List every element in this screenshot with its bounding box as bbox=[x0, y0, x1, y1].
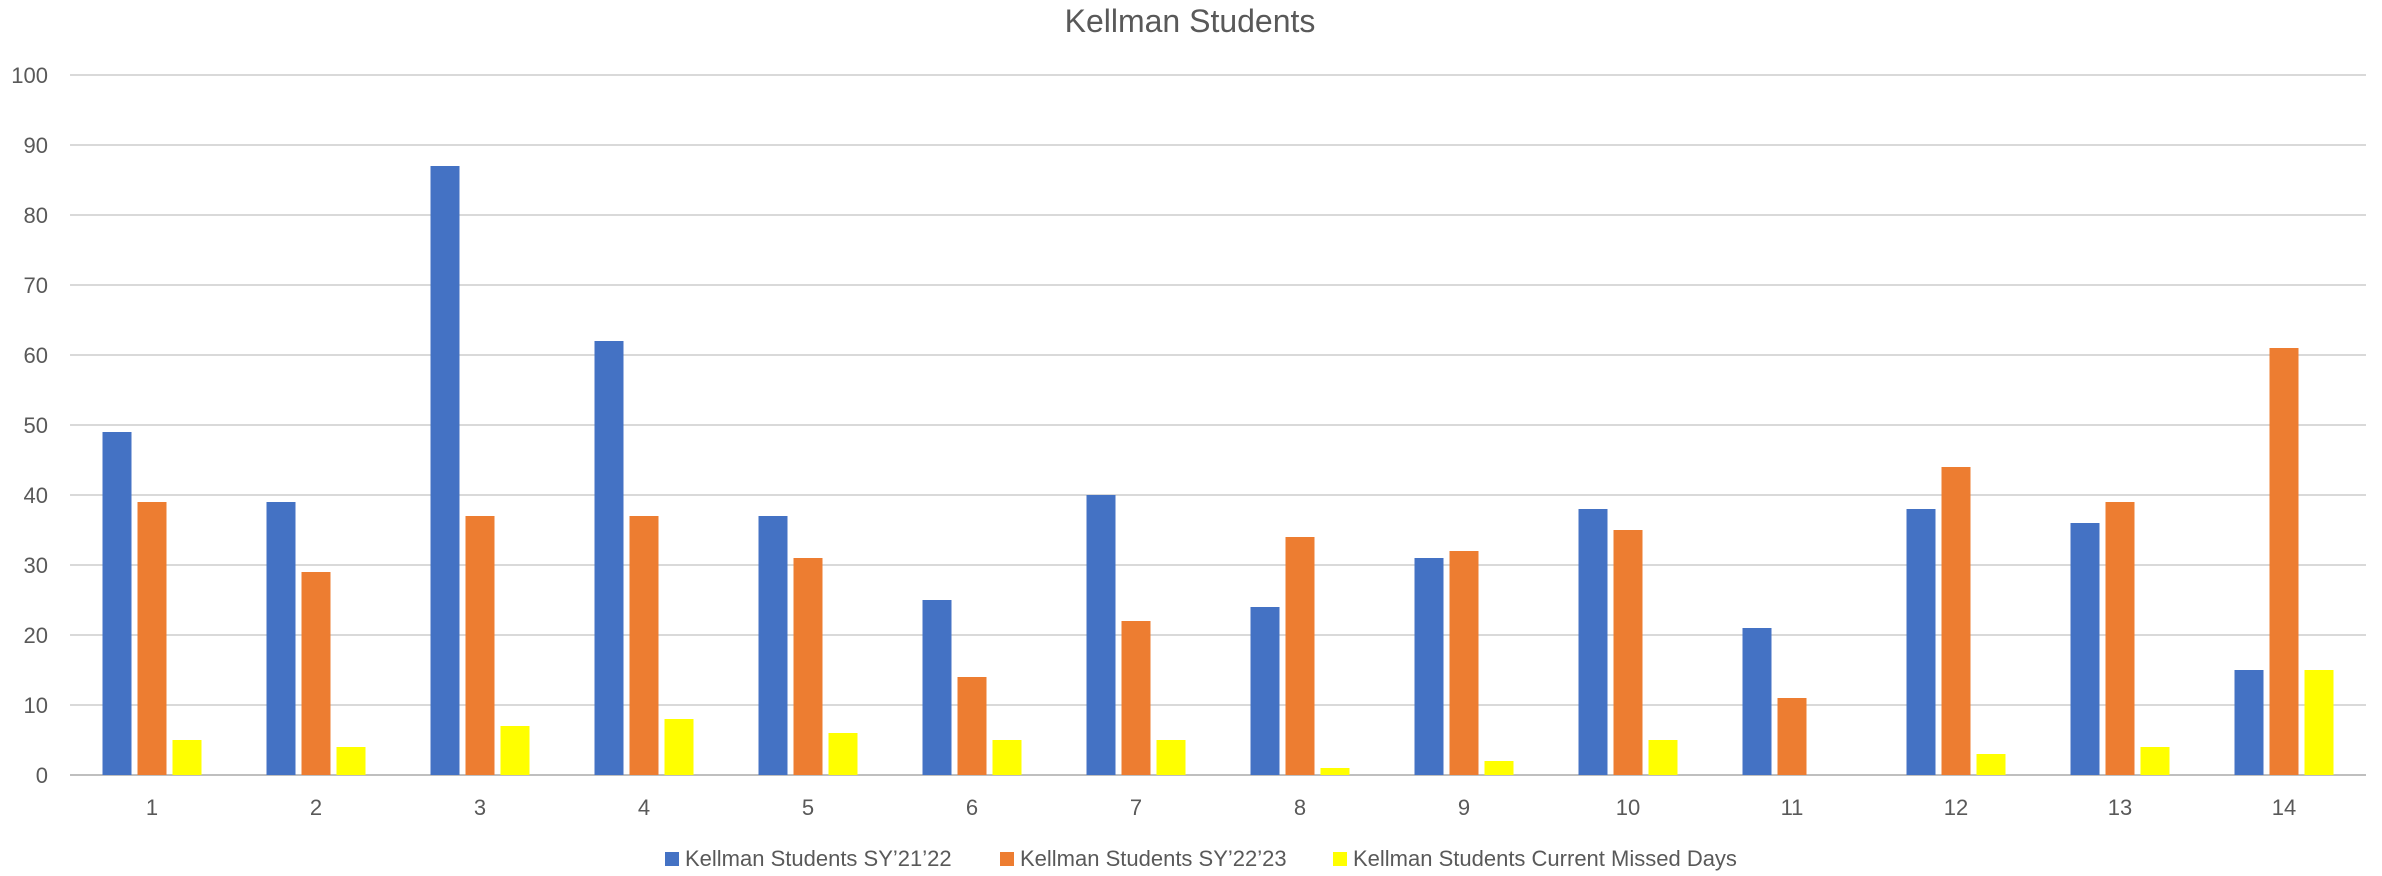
bar-series-3 bbox=[1320, 768, 1350, 775]
y-tick-label: 50 bbox=[24, 413, 48, 438]
y-tick-label: 0 bbox=[36, 763, 48, 788]
x-tick-label: 14 bbox=[2272, 795, 2296, 820]
gridlines bbox=[70, 74, 2366, 776]
legend-swatch bbox=[1000, 852, 1014, 866]
legend-swatch bbox=[665, 852, 679, 866]
bar-series-3 bbox=[2140, 747, 2170, 775]
bar-series-1 bbox=[594, 341, 624, 775]
bar-series-2 bbox=[301, 572, 331, 775]
x-tick-label: 10 bbox=[1616, 795, 1640, 820]
x-tick-label: 5 bbox=[802, 795, 814, 820]
y-tick-label: 20 bbox=[24, 623, 48, 648]
bar-series-3 bbox=[1484, 761, 1514, 775]
bar-series-3 bbox=[664, 719, 694, 775]
bar-series-2 bbox=[2269, 348, 2299, 775]
bar-series-1 bbox=[922, 600, 952, 775]
legend: Kellman Students SY’21’22 Kellman Student… bbox=[665, 846, 1737, 871]
x-tick-label: 11 bbox=[1781, 795, 1804, 820]
x-tick-label: 8 bbox=[1294, 795, 1306, 820]
bar-series-3 bbox=[2304, 670, 2334, 775]
bar-series-2 bbox=[1285, 537, 1315, 775]
bar-series-3 bbox=[500, 726, 530, 775]
y-tick-label: 30 bbox=[24, 553, 48, 578]
x-tick-label: 13 bbox=[2108, 795, 2132, 820]
y-tick-label: 90 bbox=[24, 133, 48, 158]
legend-entry: Kellman Students Current Missed Days bbox=[1353, 846, 1737, 871]
bar-series-1 bbox=[758, 516, 788, 775]
bar-series-2 bbox=[1613, 530, 1643, 775]
legend-entry: Kellman Students SY’22’23 bbox=[1020, 846, 1287, 871]
y-tick-label: 40 bbox=[24, 483, 48, 508]
x-tick-label: 7 bbox=[1130, 795, 1142, 820]
bar-series-1 bbox=[1906, 509, 1936, 775]
bar-series-1 bbox=[2070, 523, 2100, 775]
chart-title: Kellman Students bbox=[1065, 3, 1316, 39]
bar-series-1 bbox=[266, 502, 296, 775]
bar-series-2 bbox=[465, 516, 495, 775]
x-tick-label: 2 bbox=[310, 795, 322, 820]
bar-series-2 bbox=[2105, 502, 2135, 775]
y-tick-label: 10 bbox=[24, 693, 48, 718]
bar-series-1 bbox=[2234, 670, 2264, 775]
bar-series-1 bbox=[1250, 607, 1280, 775]
x-tick-label: 12 bbox=[1944, 795, 1968, 820]
bar-series-3 bbox=[172, 740, 202, 775]
bars bbox=[102, 166, 2334, 775]
bar-series-2 bbox=[137, 502, 167, 775]
bar-series-1 bbox=[1086, 495, 1116, 775]
x-tick-label: 6 bbox=[966, 795, 978, 820]
bar-series-1 bbox=[1414, 558, 1444, 775]
bar-series-1 bbox=[102, 432, 132, 775]
bar-series-1 bbox=[1742, 628, 1772, 775]
bar-series-3 bbox=[1976, 754, 2006, 775]
bar-series-3 bbox=[992, 740, 1022, 775]
bar-series-2 bbox=[1777, 698, 1807, 775]
legend-entry: Kellman Students SY’21’22 bbox=[685, 846, 952, 871]
bar-series-2 bbox=[1941, 467, 1971, 775]
bar-series-2 bbox=[1121, 621, 1151, 775]
x-tick-label: 3 bbox=[474, 795, 486, 820]
bar-series-3 bbox=[828, 733, 858, 775]
legend-swatch bbox=[1333, 852, 1347, 866]
x-tick-label: 4 bbox=[638, 795, 650, 820]
x-tick-label: 9 bbox=[1458, 795, 1470, 820]
x-tick-label: 1 bbox=[146, 795, 158, 820]
y-tick-label: 60 bbox=[24, 343, 48, 368]
bar-series-3 bbox=[1648, 740, 1678, 775]
y-tick-label: 100 bbox=[11, 63, 48, 88]
bar-series-1 bbox=[1578, 509, 1608, 775]
y-tick-label: 70 bbox=[24, 273, 48, 298]
bar-series-2 bbox=[629, 516, 659, 775]
y-axis-tick-labels: 0 10 20 30 40 50 60 70 80 90 100 bbox=[11, 63, 48, 788]
x-axis-tick-labels: 1 2 3 4 5 6 7 8 9 10 11 12 13 14 bbox=[146, 795, 2296, 820]
bar-series-2 bbox=[957, 677, 987, 775]
bar-series-2 bbox=[1449, 551, 1479, 775]
bar-series-3 bbox=[336, 747, 366, 775]
bar-series-2 bbox=[793, 558, 823, 775]
y-tick-label: 80 bbox=[24, 203, 48, 228]
bar-series-1 bbox=[430, 166, 460, 775]
bar-series-3 bbox=[1156, 740, 1186, 775]
